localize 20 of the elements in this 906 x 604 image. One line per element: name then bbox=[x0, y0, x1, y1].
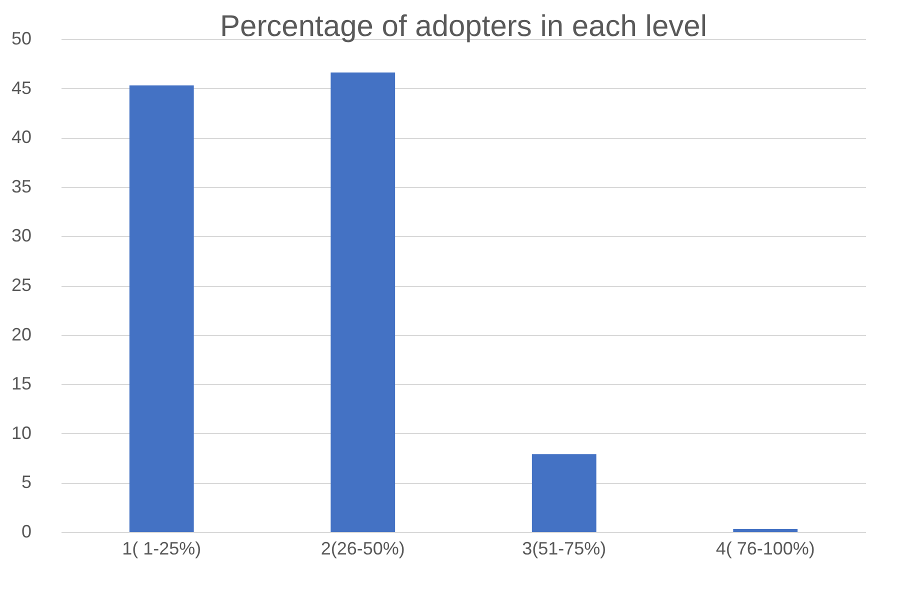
y-tick-label: 10 bbox=[11, 422, 32, 443]
y-tick-label: 35 bbox=[11, 176, 32, 196]
y-tick-label: 20 bbox=[11, 324, 32, 344]
y-tick-label: 45 bbox=[11, 78, 32, 98]
x-tick-label: 3(51-75%) bbox=[522, 538, 606, 558]
x-tick-label: 2(26-50%) bbox=[320, 538, 405, 558]
y-tick-label: 25 bbox=[11, 275, 32, 295]
x-tick-label: 4( 76-100%) bbox=[716, 538, 815, 558]
y-tick-label: 5 bbox=[21, 472, 32, 492]
bar bbox=[532, 454, 596, 532]
y-tick-label: 40 bbox=[11, 127, 32, 148]
y-tick-label: 30 bbox=[11, 226, 32, 246]
x-tick-label: 1( 1-25%) bbox=[122, 538, 202, 558]
chart-title: Percentage of adopters in each level bbox=[220, 10, 707, 43]
y-tick-label: 0 bbox=[21, 522, 32, 542]
y-tick-label: 50 bbox=[11, 28, 32, 48]
bar bbox=[733, 529, 798, 532]
y-tick-label: 15 bbox=[11, 374, 32, 394]
bar bbox=[129, 85, 194, 532]
bar bbox=[330, 72, 396, 532]
